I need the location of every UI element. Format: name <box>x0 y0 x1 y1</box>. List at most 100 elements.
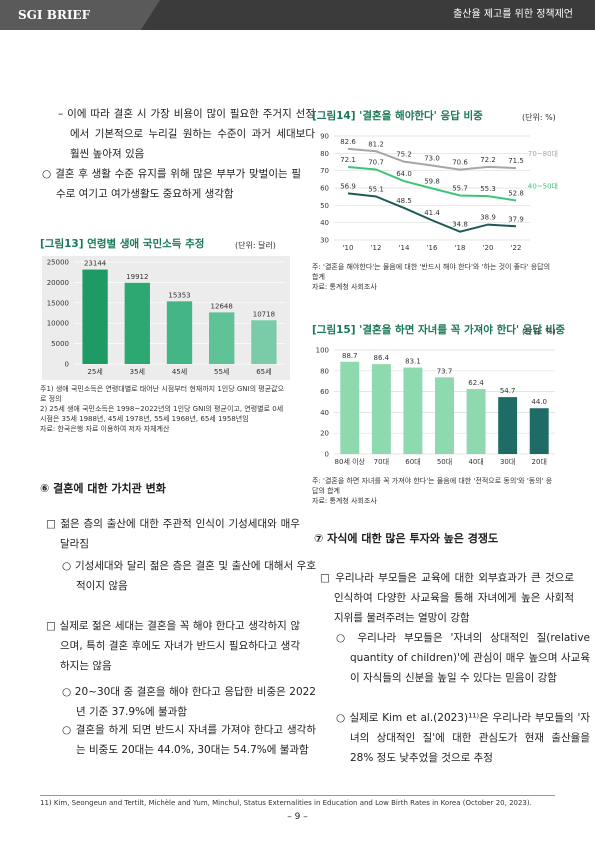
y-tick-label: 15000 <box>47 299 69 307</box>
y-tick-label: 0 <box>65 361 69 369</box>
y-tick-label: 100 <box>316 347 329 355</box>
chart-notes: 주: '결혼을 하면 자녀를 꼭 가져야 한다'는 물음에 대한 '전적으로 동… <box>312 476 557 506</box>
data-label: 59.8 <box>424 177 440 185</box>
bar <box>209 312 235 364</box>
chart-note: 주: '결혼을 하면 자녀를 꼭 가져야 한다'는 물음에 대한 '전적으로 동… <box>312 477 553 495</box>
data-label: 71.5 <box>508 157 524 165</box>
chart-title: [그림15] '결혼을 하면 자녀를 꼭 가져야 한다' 응답 비중 <box>312 324 566 336</box>
data-label: 37.9 <box>508 215 524 223</box>
data-label: 55.7 <box>452 184 468 192</box>
bar <box>466 389 486 454</box>
page-number: – 9 – <box>287 812 308 822</box>
data-label: 41.4 <box>424 209 440 217</box>
data-label: 52.8 <box>508 189 524 197</box>
legend-label: 40~50대 <box>528 182 558 190</box>
y-tick-label: 30 <box>320 237 329 245</box>
chart-unit: (단위: %) <box>522 327 556 336</box>
bar <box>371 364 391 454</box>
chart: 0 5000 10000 15000 20000 25000 25세 35세 45세 55세 65세… <box>42 256 290 380</box>
line <box>347 147 517 171</box>
y-tick-label: 70 <box>320 167 329 175</box>
bar <box>82 269 108 364</box>
paragraph: ○ 우리나라 부모들은 '자녀의 상대적인 질(relative quantit… <box>336 632 590 684</box>
paragraph: ○ 결혼 후 생활 수준 유지를 위해 많은 부부가 맞벌이는 필수로 여기고 … <box>42 168 301 200</box>
bar <box>124 282 150 364</box>
x-tick-label: 80세 이상 <box>335 457 366 466</box>
x-tick-label: '20 <box>483 244 494 252</box>
chart-title: [그림13] 연령별 생애 국민소득 추정 <box>40 238 205 250</box>
chart: 0 20 40 60 80 100 80세 이상 70대 60대 50대 40대 30대 20대 88.7… <box>316 347 555 466</box>
chart-note: 자료: 한국은행 자료 이용하여 저자 자체계산 <box>40 425 170 433</box>
chart-note: 자료: 통계청 사회조사 <box>312 283 377 291</box>
paragraph: ○ 실제로 Kim et al.(2023)¹¹⁾은 우리나라 부모들의 '자녀… <box>336 712 590 764</box>
paragraph: ○ 기성세대와 달리 젊은 층은 결혼 및 출산에 대해서 우호적이지 않음 <box>62 560 316 592</box>
chart-unit: (단위: %) <box>522 113 556 122</box>
x-tick-label: 40대 <box>468 458 483 466</box>
chart-notes: 주: '결혼을 해야한다'는 물음에 대한 '반드시 해야 한다'와 '하는 것… <box>312 262 557 292</box>
chart-note: 2) 25세 생애 국민소득은 1998~2022년의 1인당 GNI의 평균이… <box>40 405 284 423</box>
data-label: 10718 <box>253 310 275 318</box>
bar <box>251 320 277 364</box>
x-tick-label: '22 <box>511 244 522 252</box>
bar <box>435 377 454 454</box>
data-label: 55.3 <box>480 185 496 193</box>
y-tick-label: 40 <box>320 219 329 227</box>
data-label: 15353 <box>168 291 190 299</box>
bar <box>166 301 193 364</box>
x-tick-label: 25세 <box>87 367 102 376</box>
paragraph: ○ 20~30대 중 결혼을 해야 한다고 응답한 비중은 2022년 기준 3… <box>62 686 316 718</box>
data-label: 83.1 <box>405 358 421 366</box>
data-label: 56.9 <box>340 182 356 190</box>
data-label: 70.6 <box>452 159 468 167</box>
x-tick-label: '14 <box>399 244 410 252</box>
chart-note: 자료: 통계청 사회조사 <box>312 497 377 505</box>
data-label: 88.7 <box>342 352 358 360</box>
line <box>347 192 517 233</box>
x-tick-label: 35세 <box>130 367 145 376</box>
legend-label: 70~80대 <box>528 150 558 158</box>
x-tick-label: 60대 <box>405 458 420 466</box>
y-tick-label: 0 <box>325 451 329 459</box>
x-tick-label: 45세 <box>172 367 187 376</box>
y-tick-label: 80 <box>320 150 329 158</box>
brand: SGI BRIEF <box>0 0 160 30</box>
data-label: 86.4 <box>374 354 390 362</box>
y-tick-label: 50 <box>320 202 329 210</box>
section-heading: ⑥ 결혼에 대한 가치관 변화 <box>40 482 166 495</box>
chart-title: [그림14] '결혼을 해야한다' 응답 비중 <box>312 110 483 122</box>
paragraph: – 이에 따라 결혼 시 가장 비용이 많이 필요한 주거지 선정에서 기본적으… <box>58 108 315 160</box>
data-label: 75.2 <box>396 151 412 159</box>
x-tick-label: 65세 <box>256 367 271 376</box>
footnote: 11) Kim, Seongeun and Tertilt, Michèle a… <box>40 799 532 807</box>
chart-note: 주: '결혼을 해야한다'는 물음에 대한 '반드시 해야 한다'와 '하는 것… <box>312 263 551 281</box>
y-tick-label: 25000 <box>47 259 69 267</box>
data-label: 54.7 <box>500 387 516 395</box>
chart-notes: 주1) 생애 국민소득은 연령대별로 태어난 시점부터 현재까지 1인당 GNI… <box>40 384 285 434</box>
y-tick-label: 5000 <box>51 340 69 348</box>
data-label: 34.8 <box>452 221 468 229</box>
y-tick-label: 60 <box>320 185 329 193</box>
paragraph: □ 우리나라 부모들은 교육에 대한 외부효과가 큰 것으로 인식하여 다양한 … <box>320 572 574 624</box>
x-tick-label: '10 <box>343 244 354 252</box>
data-label: 44.0 <box>531 398 547 406</box>
data-label: 62.4 <box>468 379 484 387</box>
x-tick-label: 30대 <box>500 458 515 466</box>
y-tick-label: 60 <box>320 388 329 396</box>
chart: 30 40 50 60 70 80 90 '10 '12 '14 '16 '18 '20 '22 82.6 8… <box>320 133 558 253</box>
footnote-rule <box>40 795 555 796</box>
bar <box>403 367 423 454</box>
x-tick-label: 70대 <box>374 458 389 466</box>
y-tick-label: 20 <box>320 430 329 438</box>
chart-unit: (단위: 달러) <box>235 241 276 250</box>
data-label: 48.5 <box>396 197 412 205</box>
data-label: 55.1 <box>368 185 384 193</box>
bar <box>498 397 518 454</box>
line <box>347 166 517 202</box>
header-title: 출산율 제고를 위한 정책제언 <box>453 9 573 20</box>
data-label: 82.6 <box>340 138 356 146</box>
section-heading: ⑦ 자식에 대한 많은 투자와 높은 경쟁도 <box>314 532 499 545</box>
data-label: 12648 <box>211 302 233 310</box>
x-tick-label: 20대 <box>532 458 547 466</box>
y-tick-label: 10000 <box>47 320 69 328</box>
